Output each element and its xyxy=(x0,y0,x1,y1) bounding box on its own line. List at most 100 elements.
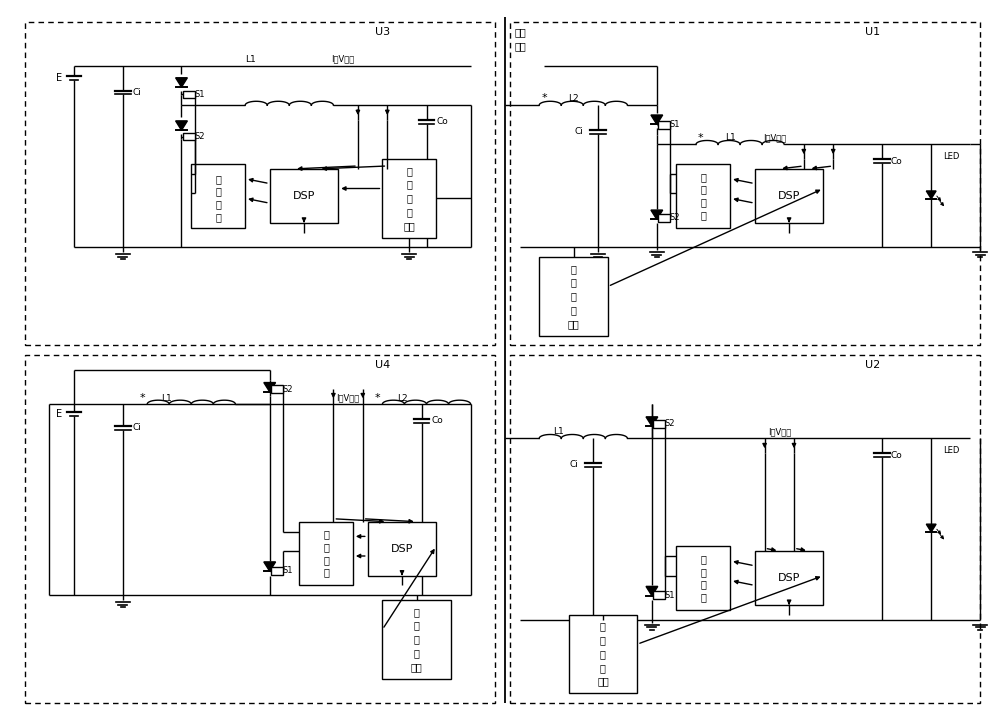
Text: 电: 电 xyxy=(215,199,221,210)
Text: Co: Co xyxy=(431,416,443,426)
Text: 动: 动 xyxy=(323,542,329,552)
Polygon shape xyxy=(646,586,658,595)
Text: 测: 测 xyxy=(414,648,420,658)
Text: *: * xyxy=(541,94,547,104)
Text: *: * xyxy=(375,393,380,403)
Polygon shape xyxy=(646,417,658,426)
Text: E: E xyxy=(56,73,62,83)
Text: Ci: Ci xyxy=(574,127,583,136)
Text: S2: S2 xyxy=(194,132,205,141)
Bar xyxy=(539,257,608,336)
Text: Ci: Ci xyxy=(132,423,141,432)
Polygon shape xyxy=(176,121,187,130)
Text: 电路: 电路 xyxy=(568,319,579,329)
Text: 检: 检 xyxy=(600,649,606,659)
Text: 电路: 电路 xyxy=(403,221,415,230)
Bar xyxy=(299,522,353,585)
Text: 驱: 驱 xyxy=(323,529,329,539)
Polygon shape xyxy=(926,191,936,199)
Text: *: * xyxy=(139,393,145,403)
Bar xyxy=(653,591,665,599)
Text: Co: Co xyxy=(436,117,448,127)
Text: 电: 电 xyxy=(323,555,329,565)
Polygon shape xyxy=(264,382,276,392)
Text: 电: 电 xyxy=(700,580,706,590)
Text: I、V采样: I、V采样 xyxy=(763,133,786,142)
Text: S2: S2 xyxy=(283,385,293,394)
Bar xyxy=(382,159,436,238)
Text: L1: L1 xyxy=(161,394,172,402)
Text: Co: Co xyxy=(890,156,902,166)
Polygon shape xyxy=(264,562,276,571)
Text: DSP: DSP xyxy=(293,191,315,201)
Polygon shape xyxy=(176,78,187,87)
Text: 波: 波 xyxy=(414,621,420,631)
Bar xyxy=(271,385,283,393)
Bar xyxy=(653,420,665,428)
Bar xyxy=(755,169,823,222)
Text: DSP: DSP xyxy=(778,573,800,583)
Text: S1: S1 xyxy=(670,120,680,130)
Text: 检: 检 xyxy=(571,292,576,301)
Text: Co: Co xyxy=(890,451,902,459)
Bar xyxy=(658,121,670,129)
Text: 直流: 直流 xyxy=(515,27,526,37)
Text: 电路: 电路 xyxy=(597,677,609,686)
Text: 驱: 驱 xyxy=(215,174,221,184)
Bar xyxy=(368,522,436,575)
Text: 路: 路 xyxy=(700,592,706,602)
Polygon shape xyxy=(651,115,663,125)
Text: I、V采样: I、V采样 xyxy=(768,427,791,436)
Text: I、V采样: I、V采样 xyxy=(332,55,355,63)
Bar xyxy=(382,600,451,678)
Bar xyxy=(183,91,195,99)
Text: 检: 检 xyxy=(406,193,412,203)
Text: Ci: Ci xyxy=(570,460,578,469)
Text: DSP: DSP xyxy=(778,191,800,201)
Bar xyxy=(510,355,980,703)
Text: LED: LED xyxy=(943,446,959,454)
Text: 动: 动 xyxy=(215,186,221,197)
Text: LED: LED xyxy=(943,152,959,161)
Text: U3: U3 xyxy=(375,27,390,37)
Bar xyxy=(755,551,823,605)
Text: E: E xyxy=(56,409,62,419)
Text: L2: L2 xyxy=(397,394,407,402)
Bar xyxy=(25,355,495,703)
Text: 波: 波 xyxy=(600,635,606,645)
Text: S1: S1 xyxy=(194,90,205,99)
Text: 电: 电 xyxy=(700,197,706,207)
Text: 测: 测 xyxy=(406,207,412,217)
Text: 测: 测 xyxy=(571,305,576,315)
Text: S1: S1 xyxy=(283,566,293,575)
Bar xyxy=(270,169,338,222)
Text: S2: S2 xyxy=(665,419,675,428)
Text: Ci: Ci xyxy=(132,88,141,97)
Text: U4: U4 xyxy=(375,360,390,370)
Bar xyxy=(25,22,495,346)
Text: 动: 动 xyxy=(700,184,706,194)
Text: 载: 载 xyxy=(414,607,420,617)
Text: 路: 路 xyxy=(700,210,706,220)
Polygon shape xyxy=(926,524,936,532)
Text: 载: 载 xyxy=(600,621,606,631)
Bar xyxy=(676,164,730,228)
Bar xyxy=(569,615,637,693)
Text: 路: 路 xyxy=(323,567,329,577)
Bar xyxy=(658,214,670,222)
Text: *: * xyxy=(698,132,704,143)
Bar xyxy=(191,164,245,228)
Text: L2: L2 xyxy=(568,94,579,103)
Text: 波: 波 xyxy=(406,179,412,189)
Text: 路: 路 xyxy=(215,212,221,222)
Text: U1: U1 xyxy=(865,27,880,37)
Bar xyxy=(183,132,195,140)
Bar xyxy=(510,22,980,346)
Text: 载: 载 xyxy=(571,264,576,274)
Text: 波: 波 xyxy=(571,278,576,287)
Text: I、V采样: I、V采样 xyxy=(336,394,360,402)
Bar xyxy=(271,567,283,575)
Text: L1: L1 xyxy=(245,55,255,63)
Text: 总线: 总线 xyxy=(515,41,526,51)
Bar xyxy=(676,546,730,610)
